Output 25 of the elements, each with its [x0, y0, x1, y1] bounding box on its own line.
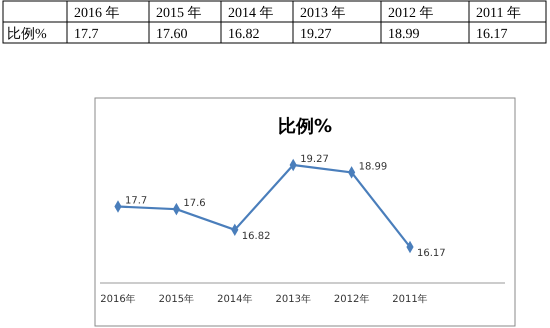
data-label: 16.17 — [476, 27, 508, 42]
data-label: 17.7 — [74, 27, 98, 42]
x-tick-label: 2011 年 — [476, 5, 521, 21]
x-tick-label: 2016 年 — [74, 5, 120, 21]
x-tick-label: 2013年 — [275, 293, 311, 306]
data-label: 17.60 — [156, 27, 188, 42]
data-label: 18.99 — [358, 161, 388, 172]
x-tick-label: 2016年 — [100, 293, 136, 306]
x-tick-label: 2014年 — [217, 293, 253, 306]
x-tick-label: 2012年 — [334, 293, 370, 306]
x-tick-label: 2013 年 — [300, 5, 346, 21]
data-label: 19.27 — [300, 154, 329, 165]
x-tick-label: 2015 年 — [156, 5, 202, 21]
data-label: 16.82 — [242, 230, 270, 242]
data-label: 16.82 — [228, 27, 260, 42]
data-label: 16.17 — [417, 248, 446, 259]
x-tick-label: 2015年 — [158, 293, 194, 306]
x-tick-label: 2014 年 — [228, 5, 274, 21]
data-label: 18.99 — [388, 27, 420, 42]
data-label: 19.27 — [300, 27, 332, 42]
data-label: 17.6 — [183, 198, 206, 210]
x-tick-label: 2012 年 — [388, 5, 434, 21]
x-tick-label: 2011年 — [392, 293, 428, 306]
chart-title: 比例% — [278, 116, 332, 137]
data-label: 17.7 — [125, 196, 148, 207]
